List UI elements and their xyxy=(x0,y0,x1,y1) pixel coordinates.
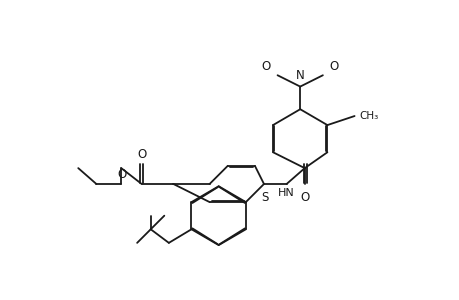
Text: O: O xyxy=(299,191,309,204)
Text: S: S xyxy=(261,191,269,204)
Text: O: O xyxy=(261,60,270,73)
Text: O: O xyxy=(329,60,338,73)
Text: O: O xyxy=(137,148,146,161)
Text: CH₃: CH₃ xyxy=(358,111,378,121)
Text: O: O xyxy=(118,168,127,182)
Text: N: N xyxy=(295,69,304,82)
Text: HN: HN xyxy=(277,188,294,198)
